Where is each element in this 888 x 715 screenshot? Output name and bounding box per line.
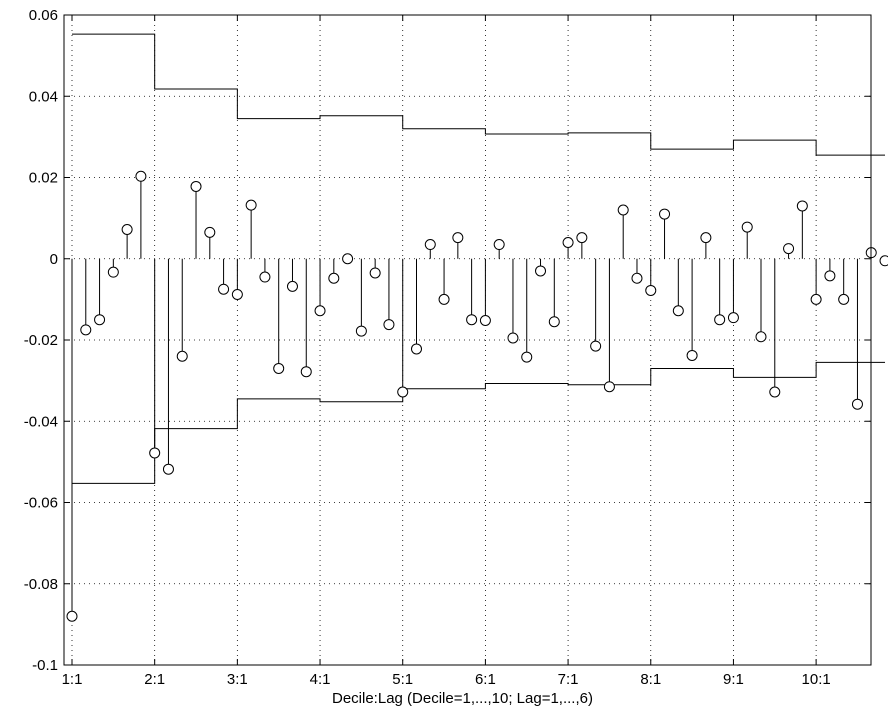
stem-marker xyxy=(452,232,464,244)
x-tick-label: 8:1 xyxy=(640,671,661,688)
stem-marker xyxy=(727,312,739,324)
stem-marker xyxy=(700,232,712,244)
stem-marker xyxy=(383,319,395,331)
stem-marker xyxy=(741,221,753,233)
stem-marker xyxy=(176,350,188,362)
stem-marker xyxy=(397,386,409,398)
stem-marker xyxy=(286,280,298,292)
x-tick-label: 10:1 xyxy=(802,671,831,688)
stem-marker xyxy=(631,272,643,284)
y-tick-label: -0.08 xyxy=(24,576,58,593)
x-tick-label: 2:1 xyxy=(144,671,165,688)
stem-marker xyxy=(686,349,698,361)
y-tick-label: 0.06 xyxy=(29,7,58,24)
stem-marker xyxy=(576,232,588,244)
stem-marker xyxy=(659,208,671,220)
stem-marker xyxy=(273,362,285,374)
stem-marker xyxy=(755,331,767,343)
x-tick-label: 5:1 xyxy=(392,671,413,688)
stem-marker xyxy=(521,351,533,363)
stem-marker xyxy=(94,314,106,326)
stem-marker xyxy=(548,316,560,328)
stem-marker xyxy=(107,266,119,278)
y-tick-label: 0 xyxy=(50,251,58,268)
stem-marker xyxy=(535,265,547,277)
stem-marker xyxy=(314,305,326,317)
stem-marker xyxy=(493,239,505,251)
stem-marker xyxy=(783,243,795,255)
stem-marker xyxy=(135,170,147,182)
stem-marker xyxy=(714,314,726,326)
stem-marker xyxy=(645,284,657,296)
stem-marker xyxy=(300,366,312,378)
stem-marker xyxy=(162,463,174,475)
stem-marker xyxy=(204,226,216,238)
stem-marker xyxy=(218,283,230,295)
stem-marker xyxy=(617,204,629,216)
stem-marker xyxy=(149,447,161,459)
stem-marker xyxy=(121,224,133,235)
stem-marker xyxy=(879,255,888,267)
y-tick-label: 0.04 xyxy=(29,88,58,105)
confidence-bounds xyxy=(72,33,886,484)
x-tick-label: 4:1 xyxy=(310,671,331,688)
stem-marker xyxy=(466,314,478,326)
stem-marker xyxy=(603,381,615,393)
upper-bound-line xyxy=(72,33,886,156)
stem-marker xyxy=(424,239,436,251)
x-tick-label: 3:1 xyxy=(227,671,248,688)
stem-marker xyxy=(769,386,781,398)
y-tick-label: -0.1 xyxy=(32,657,58,674)
stem-marker xyxy=(245,199,257,211)
stem-marker xyxy=(328,272,340,284)
stems xyxy=(66,170,888,622)
stem-marker xyxy=(355,325,367,337)
y-tick-label: -0.06 xyxy=(24,495,58,512)
stem-marker xyxy=(851,398,863,410)
stem-marker xyxy=(796,200,808,212)
stem-marker xyxy=(672,305,684,317)
stem-marker xyxy=(342,253,354,265)
x-tick-label: 7:1 xyxy=(558,671,579,688)
grid-lines xyxy=(64,15,871,665)
y-tick-label: 0.02 xyxy=(29,170,58,187)
x-tick-label: 1:1 xyxy=(62,671,83,688)
stem-marker xyxy=(507,332,519,344)
stem-marker xyxy=(231,289,243,300)
stem-marker xyxy=(369,267,381,279)
stem-marker xyxy=(80,324,92,336)
stem-marker xyxy=(824,270,836,282)
y-tick-label: -0.02 xyxy=(24,332,58,349)
x-axis-title: Decile:Lag (Decile=1,...,10; Lag=1,...,6… xyxy=(332,690,593,707)
stem-marker xyxy=(438,293,450,305)
stem-marker xyxy=(190,180,202,192)
stem-marker xyxy=(66,610,78,622)
axis-ticks: -0.1 -0.08 -0.06 -0.04 -0.02 0 0.02 0.04 0.06 1:1… xyxy=(24,7,871,688)
stem-marker xyxy=(259,271,271,283)
x-tick-label: 9:1 xyxy=(723,671,744,688)
lower-bound-line xyxy=(72,361,886,484)
stem-marker xyxy=(810,293,822,305)
y-tick-label: -0.04 xyxy=(24,413,58,430)
stem-marker xyxy=(411,343,422,355)
x-tick-label: 6:1 xyxy=(475,671,496,688)
stem-marker xyxy=(562,237,574,248)
stem-marker xyxy=(479,315,491,326)
stem-marker xyxy=(590,340,602,352)
stem-marker xyxy=(838,293,850,305)
